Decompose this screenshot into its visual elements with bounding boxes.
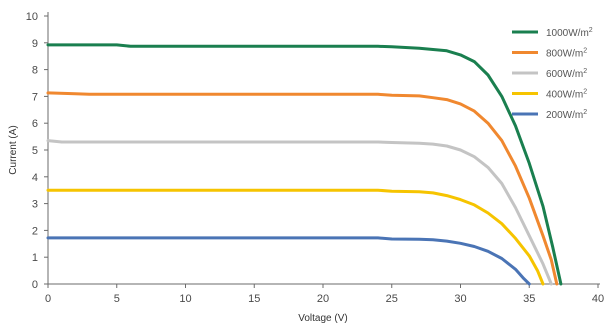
axes: 0 5 10 15 20 25 30 35 40 0 1 2 3 4 5 6 7 8 9 10 bbox=[26, 11, 604, 305]
y-tick-label: 4 bbox=[32, 172, 38, 184]
series-line-3 bbox=[46, 139, 553, 286]
x-tick-label: 20 bbox=[317, 293, 329, 305]
y-tick-label: 2 bbox=[32, 225, 38, 237]
series-line-1 bbox=[46, 43, 563, 286]
x-tick-label: 40 bbox=[592, 293, 604, 305]
legend-label-text: 1000W/m bbox=[546, 28, 589, 39]
legend-label-text: 400W/m bbox=[546, 90, 583, 101]
x-tick-label: 0 bbox=[45, 293, 51, 305]
x-tick-label: 5 bbox=[114, 293, 120, 305]
series-line-4 bbox=[46, 188, 545, 286]
legend-superscript: 2 bbox=[583, 48, 587, 55]
y-tick-label: 7 bbox=[32, 91, 38, 103]
x-tick-label: 30 bbox=[454, 293, 466, 305]
x-tick-label: 15 bbox=[248, 293, 260, 305]
legend-label-2: 800W/m2 bbox=[546, 48, 587, 60]
y-tick-label: 9 bbox=[32, 38, 38, 50]
series-line-2 bbox=[46, 91, 559, 286]
legend-superscript: 2 bbox=[583, 89, 587, 96]
y-tick-label: 1 bbox=[32, 252, 38, 264]
y-tick-label: 0 bbox=[32, 279, 38, 291]
series-layer bbox=[46, 43, 563, 286]
y-tick-label: 3 bbox=[32, 199, 38, 211]
x-tick-label: 25 bbox=[386, 293, 398, 305]
x-tick-label: 35 bbox=[523, 293, 535, 305]
legend-label-text: 600W/m bbox=[546, 69, 583, 80]
legend-superscript: 2 bbox=[589, 27, 593, 34]
y-tick-label: 10 bbox=[26, 11, 38, 23]
legend-label-text: 800W/m bbox=[546, 49, 583, 60]
legend-label-1: 1000W/m2 bbox=[546, 27, 593, 39]
y-axis-title: Current (A) bbox=[8, 125, 19, 174]
y-tick-label: 6 bbox=[32, 118, 38, 130]
y-tick-label: 5 bbox=[32, 145, 38, 157]
legend-label-text: 200W/m bbox=[546, 110, 583, 121]
legend-superscript: 2 bbox=[583, 109, 587, 116]
x-tick-label: 10 bbox=[179, 293, 191, 305]
legend-label-3: 600W/m2 bbox=[546, 68, 587, 80]
x-axis-title: Voltage (V) bbox=[298, 313, 347, 324]
series-line-5 bbox=[46, 236, 531, 286]
legend-superscript: 2 bbox=[583, 68, 587, 75]
legend-label-5: 200W/m2 bbox=[546, 109, 587, 121]
legend-label-4: 400W/m2 bbox=[546, 89, 587, 101]
y-tick-label: 8 bbox=[32, 65, 38, 77]
